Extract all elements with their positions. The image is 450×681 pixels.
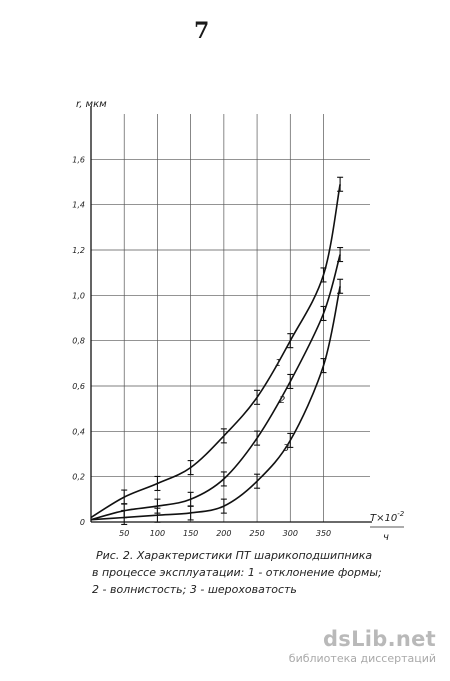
y-tick-label: 0	[80, 518, 85, 527]
axes	[90, 106, 372, 523]
page-number: 7	[194, 18, 210, 44]
caption-line-2: в процессе эксплуатации: 1 - отклонение …	[92, 566, 382, 579]
data-point	[187, 460, 194, 476]
y-tick-label: 1,2	[72, 246, 85, 255]
y-tick-label: 1,6	[72, 155, 85, 164]
data-point	[287, 373, 294, 390]
data-point	[220, 428, 227, 444]
data-point	[254, 389, 261, 405]
caption-line-3: 2 - волнистость; 3 - шероховатость	[92, 583, 297, 596]
data-point	[320, 358, 327, 374]
y-tick-label: 0,4	[72, 427, 85, 436]
data-point	[154, 475, 161, 492]
watermark-logo: dsLib.net	[322, 627, 436, 651]
data-point	[121, 489, 128, 505]
series-line-3	[90, 286, 341, 521]
series-label-3: 3	[283, 443, 289, 454]
data-point	[154, 507, 161, 523]
x-tick-label: 100	[150, 529, 165, 538]
data-point	[320, 267, 327, 283]
y-tick-label: 0,6	[72, 382, 85, 391]
data-point	[254, 473, 261, 489]
data-point	[220, 498, 227, 514]
x-axis-title-exponent: -2	[397, 510, 405, 518]
data-point	[254, 430, 261, 446]
y-tick-label: 1,4	[72, 201, 85, 210]
data-point	[187, 505, 194, 521]
data-point	[337, 278, 344, 294]
y-tick-label: 0,2	[72, 473, 85, 482]
x-tick-label: 350	[316, 529, 331, 538]
data-point	[121, 509, 128, 526]
x-axis-title-main: T×10	[370, 513, 397, 524]
x-tick-label: 50	[119, 529, 129, 538]
x-axis-unit: ч	[383, 532, 389, 543]
caption-line-1: Рис. 2. Характеристики ПТ шарикоподшипни…	[96, 549, 373, 562]
tick-labels: 50 100 150 200 250 300 350 0 0,2 0,4 0,6 0,8 1,0 1,2 1…	[72, 155, 331, 538]
data-point	[337, 176, 344, 192]
data-point	[220, 471, 227, 487]
figure-caption: Рис. 2. Характеристики ПТ шарикоподшипни…	[92, 547, 436, 598]
x-tick-label: 250	[249, 529, 264, 538]
data-point	[320, 305, 327, 322]
curves	[90, 184, 341, 521]
series-line-1	[90, 184, 341, 519]
data-markers	[121, 176, 344, 526]
data-point	[287, 432, 294, 448]
grid	[91, 114, 370, 522]
x-tick-label: 150	[183, 529, 198, 538]
watermark: dsLib.net библиотека диссертаций	[289, 627, 436, 665]
series-label-2: 2	[279, 395, 285, 406]
y-tick-label: 0,8	[72, 337, 85, 346]
watermark-subtitle: библиотека диссертаций	[288, 652, 436, 665]
x-tick-label: 200	[216, 529, 231, 538]
y-axis-title: r, мкм	[76, 99, 107, 110]
y-tick-label: 1,0	[72, 291, 85, 300]
series-line-2	[90, 254, 341, 521]
x-tick-label: 300	[283, 529, 298, 538]
x-axis-title: T×10-2	[370, 510, 405, 524]
data-point	[287, 333, 294, 349]
data-point	[337, 246, 344, 263]
series-label-1: 1	[275, 358, 281, 369]
